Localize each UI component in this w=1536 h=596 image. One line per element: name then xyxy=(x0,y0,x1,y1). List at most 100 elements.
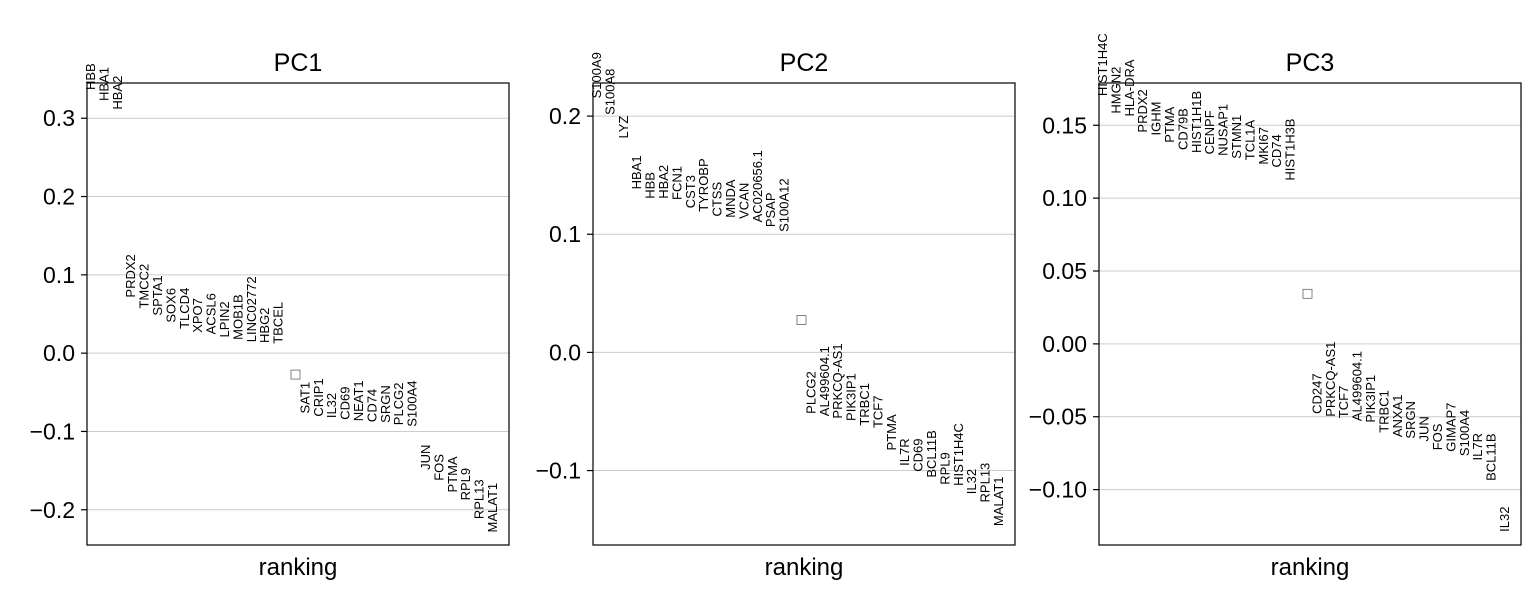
gene-label: LPIN2 xyxy=(217,301,232,337)
gene-label: RPL9 xyxy=(937,452,952,485)
ellipsis-marker xyxy=(1302,288,1313,299)
gene-label: NEAT1 xyxy=(351,380,366,421)
gene-label: HBG2 xyxy=(257,308,272,343)
gene-label: LYZ xyxy=(616,116,631,139)
gene-label: MOB1B xyxy=(230,294,245,340)
y-tick-label: 0.15 xyxy=(1042,112,1087,138)
gene-label: SAT1 xyxy=(297,382,312,414)
plot-frame xyxy=(86,82,510,546)
gene-label: TBCEL xyxy=(271,302,286,344)
y-tick-label: 0.1 xyxy=(549,221,581,247)
gene-label: TYROBP xyxy=(696,158,711,211)
gene-label: TRBC1 xyxy=(857,383,872,426)
gene-label: TRBC1 xyxy=(1376,390,1391,433)
gene-label: HBB xyxy=(83,63,98,90)
gene-label: CD69 xyxy=(338,386,353,419)
y-tick-label: −0.1 xyxy=(536,458,581,484)
gene-label: MALAT1 xyxy=(991,476,1006,526)
gene-label: CRIP1 xyxy=(311,378,326,416)
gene-label: GIMAP7 xyxy=(1443,403,1458,452)
gene-label: IGHM xyxy=(1149,102,1164,136)
gene-label: LINC02772 xyxy=(244,276,259,342)
gene-label: PTMA xyxy=(1162,106,1177,142)
gene-label: MNDA xyxy=(723,179,738,218)
x-axis-label: ranking xyxy=(259,554,338,581)
gene-label: SRGN xyxy=(378,385,393,423)
y-tick-label: 0.3 xyxy=(43,105,75,131)
gene-label: FCN1 xyxy=(669,166,684,200)
gene-label: CD74 xyxy=(364,389,379,422)
gene-label: BCL11B xyxy=(1484,433,1499,480)
gene-label: SPTA1 xyxy=(150,275,165,315)
gene-label: S100A8 xyxy=(602,69,617,115)
gene-label: PRDX2 xyxy=(1135,89,1150,132)
gene-label: IL7R xyxy=(1470,433,1485,460)
gene-label: TMCC2 xyxy=(137,264,152,309)
gene-label: ANXA1 xyxy=(1390,395,1405,438)
y-tick-label: −0.10 xyxy=(1029,477,1087,503)
panel-title: PC2 xyxy=(780,49,829,77)
gene-label: RPL13 xyxy=(472,479,487,519)
gene-label: TCF7 xyxy=(1336,386,1351,419)
panel-title: PC3 xyxy=(1286,49,1335,77)
gene-label: PIK3IP1 xyxy=(1363,375,1378,423)
gene-label: PRDX2 xyxy=(123,254,138,297)
gene-label: PLCG2 xyxy=(803,371,818,414)
plot-frame xyxy=(592,82,1016,546)
gene-label: HIST1H4C xyxy=(1095,33,1110,96)
y-tick-label: −0.2 xyxy=(30,497,75,523)
gene-label: CD79B xyxy=(1175,108,1190,150)
panel-title: PC1 xyxy=(274,49,323,77)
gene-label: PSAP xyxy=(763,192,778,227)
gene-label: AL499604.1 xyxy=(1350,351,1365,421)
panel-3: 0.15 0.10 0.05 0.00 −0.05 −0.10 PC3 ranking HIST… xyxy=(1029,33,1522,581)
y-tick-label: 0.2 xyxy=(549,103,581,129)
gene-label: JUN xyxy=(1417,416,1432,441)
gene-label: HBA1 xyxy=(629,155,644,189)
gene-label: VCAN xyxy=(736,183,751,219)
y-tick-label: −0.05 xyxy=(1029,404,1087,430)
gene-label: XPO7 xyxy=(190,298,205,333)
gene-label: AL499604.1 xyxy=(817,346,832,416)
gene-label: PIK3IP1 xyxy=(844,373,859,421)
gene-label: NUSAP1 xyxy=(1216,104,1231,156)
x-axis-label: ranking xyxy=(765,554,844,581)
gene-label: SOX6 xyxy=(163,288,178,323)
y-tick-label: 0.0 xyxy=(43,340,75,366)
gene-label: HIST1H4C xyxy=(951,423,966,486)
gene-label: S100A9 xyxy=(589,52,604,98)
y-tick-label: −0.1 xyxy=(30,418,75,444)
plot-frame xyxy=(1098,82,1522,546)
gene-label: CST3 xyxy=(683,175,698,208)
gene-label: SRGN xyxy=(1403,401,1418,439)
gene-label: TCL1A xyxy=(1242,119,1257,160)
gene-label: JUN xyxy=(418,445,433,470)
gene-label: TCF7 xyxy=(870,396,885,429)
gene-label: CTSS xyxy=(710,182,725,217)
gene-label: HIST1H3B xyxy=(1283,119,1298,181)
gene-label: CD69 xyxy=(911,438,926,471)
gene-label: AC020656.1 xyxy=(750,150,765,222)
gene-label: MKI67 xyxy=(1256,127,1271,165)
gene-label: HBA2 xyxy=(110,76,125,110)
gene-label: STMN1 xyxy=(1229,115,1244,159)
gene-label: HBB xyxy=(643,172,658,199)
gene-label: RPL13 xyxy=(978,463,993,503)
gene-label: HBA1 xyxy=(96,67,111,101)
gene-label: HIST1H1B xyxy=(1189,91,1204,153)
gene-label: S100A4 xyxy=(405,380,420,426)
gene-label: MALAT1 xyxy=(485,483,500,533)
gene-label: IL32 xyxy=(1497,507,1512,532)
gene-label: CD247 xyxy=(1309,373,1324,413)
gene-label: BCL11B xyxy=(924,430,939,477)
gene-label: HBA2 xyxy=(656,165,671,199)
gene-label: ACSL6 xyxy=(204,293,219,334)
gene-label: FOS xyxy=(1430,423,1445,450)
panel-1: 0.3 0.2 0.1 0.0 −0.1 −0.2 PC1 ranking HBBHBA1HBA… xyxy=(30,49,510,581)
y-tick-label: 0.10 xyxy=(1042,185,1087,211)
gene-label: S100A12 xyxy=(777,178,792,232)
gene-label: HMGN2 xyxy=(1108,67,1123,114)
gene-label: IL32 xyxy=(964,469,979,494)
